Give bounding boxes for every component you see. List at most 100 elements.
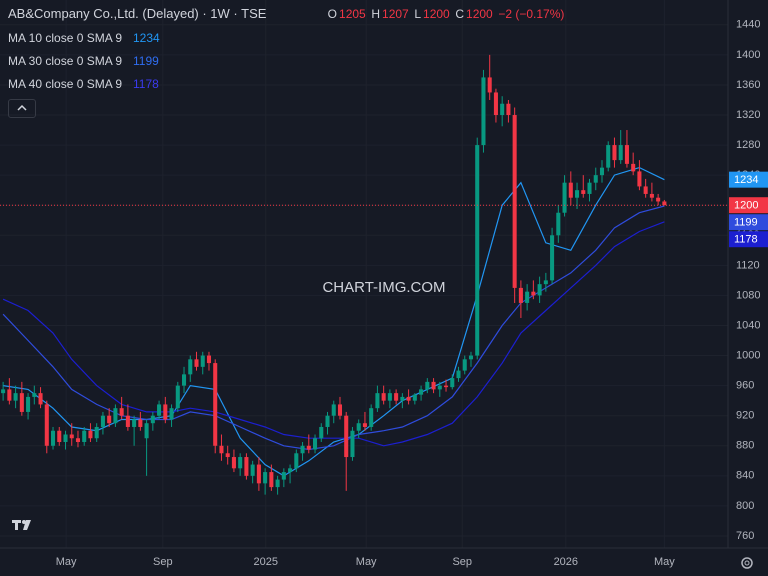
- candle-body: [219, 445, 224, 454]
- candle-body: [113, 408, 118, 424]
- candle-body: [275, 479, 280, 488]
- candle-body: [475, 145, 480, 356]
- candle-body: [337, 404, 343, 416]
- candle-body: [213, 363, 218, 446]
- y-tick-label: 1080: [736, 289, 760, 301]
- candle-body: [400, 396, 405, 401]
- y-tick-label: 760: [736, 530, 754, 542]
- y-tick-label: 1000: [736, 349, 760, 361]
- candle-body: [306, 445, 311, 450]
- x-tick-label: 2026: [554, 556, 578, 568]
- candle-body: [82, 430, 87, 443]
- y-tick-label: 840: [736, 470, 754, 482]
- chevron-icon: [17, 104, 27, 111]
- candle-body: [331, 404, 336, 416]
- price-badge: [729, 197, 768, 214]
- candle-body: [387, 393, 392, 401]
- candle-body: [256, 464, 261, 484]
- candle-body: [194, 359, 199, 367]
- candle-body: [313, 438, 318, 450]
- candle-body: [144, 423, 149, 439]
- ma-line: [3, 166, 665, 477]
- x-tick-label: May: [56, 556, 77, 568]
- legend-header: AB&Company Co.,Ltd. (Delayed) · 1W · TSE…: [8, 6, 566, 21]
- candle-body: [206, 355, 212, 364]
- candle-body: [325, 415, 330, 427]
- candle-body: [150, 415, 155, 424]
- settings-button[interactable]: [741, 557, 753, 569]
- candle-body: [138, 419, 143, 427]
- y-tick-label: 1360: [736, 79, 760, 91]
- y-tick-label: 880: [736, 440, 754, 452]
- ma-name: MA 10 close 0 SMA 9: [8, 31, 123, 45]
- candle-body: [182, 374, 187, 386]
- candle-body: [69, 434, 74, 439]
- ma-value: 1199: [133, 54, 159, 68]
- candle-body: [350, 430, 355, 458]
- candle-body: [456, 370, 461, 379]
- candle-body: [531, 291, 536, 296]
- ohlc-prefix: L: [414, 7, 422, 21]
- price-badge: [729, 214, 768, 231]
- candle-body: [356, 423, 361, 431]
- candle-body: [512, 115, 517, 288]
- price-badge-label: 1178: [734, 234, 758, 246]
- candle-body: [32, 393, 37, 397]
- y-tick-label: 1400: [736, 49, 760, 61]
- candle-body: [412, 394, 417, 401]
- price-badge: [729, 171, 768, 188]
- candle-body: [394, 393, 399, 401]
- x-tick-label: May: [654, 556, 675, 568]
- candle-body: [44, 404, 49, 446]
- candle-body: [500, 103, 505, 116]
- candle-body: [238, 457, 243, 469]
- candle-body: [38, 393, 43, 405]
- candle-body: [581, 190, 586, 194]
- y-tick-label: 920: [736, 410, 754, 422]
- candle-body: [506, 103, 511, 116]
- candle-body: [525, 291, 530, 303]
- watermark: CHART-IMG.COM: [322, 279, 445, 296]
- candle-body: [57, 430, 62, 443]
- candle-body: [263, 472, 268, 484]
- candle-body: [437, 385, 442, 390]
- candle-body: [462, 359, 467, 371]
- ma-legend-row: MA 30 close 0 SMA 9 1199: [8, 54, 159, 68]
- ma-line: [2, 205, 665, 451]
- candle-body: [444, 385, 449, 388]
- candle-body: [169, 408, 174, 420]
- candle-body: [344, 415, 349, 458]
- candle-body: [593, 175, 598, 183]
- candle-body: [419, 389, 424, 395]
- candle-body: [107, 415, 112, 424]
- candle-body: [618, 145, 623, 161]
- candle-body: [656, 197, 661, 202]
- y-tick-label: 960: [736, 380, 754, 392]
- candle-body: [294, 453, 299, 469]
- candle-body: [662, 201, 667, 206]
- candle-body: [63, 434, 68, 443]
- candle-body: [244, 457, 249, 476]
- candle-body: [543, 280, 548, 285]
- candle-body: [518, 287, 523, 303]
- candle-body: [481, 77, 486, 146]
- candle-body: [188, 359, 193, 375]
- candle-body: [7, 389, 12, 401]
- ohlc-value: 1200: [423, 7, 450, 21]
- symbol-title: AB&Company Co.,Ltd. (Delayed) · 1W · TSE: [8, 6, 267, 21]
- candle-body: [288, 468, 293, 473]
- price-badge-label: 1200: [734, 200, 758, 212]
- candle-body: [406, 396, 411, 401]
- candle-body: [468, 355, 474, 360]
- candle-body: [450, 378, 455, 388]
- ohlc-value: 1200: [466, 7, 493, 21]
- candle-body: [493, 92, 498, 116]
- ma-name: MA 30 close 0 SMA 9: [8, 54, 123, 68]
- candle-body: [606, 145, 611, 168]
- y-tick-label: 1440: [736, 19, 760, 31]
- y-tick-label: 1320: [736, 109, 760, 121]
- collapse-legend-button[interactable]: [8, 99, 36, 118]
- candle-body: [225, 453, 230, 458]
- change: −2 (−0.17%): [498, 7, 565, 21]
- candle-body: [649, 193, 654, 198]
